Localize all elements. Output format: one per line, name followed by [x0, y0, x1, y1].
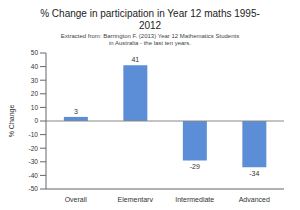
svg-text:% Change: % Change [8, 105, 16, 138]
svg-text:30: 30 [31, 77, 39, 84]
svg-text:Intermediate: Intermediate [175, 196, 214, 202]
svg-text:20: 20 [31, 90, 39, 97]
svg-text:-40: -40 [29, 172, 39, 179]
svg-text:41: 41 [131, 56, 139, 63]
svg-text:-50: -50 [29, 185, 39, 192]
svg-text:10: 10 [31, 104, 39, 111]
svg-text:-34: -34 [249, 170, 259, 177]
svg-text:50: 50 [31, 49, 39, 56]
svg-text:-30: -30 [29, 158, 39, 165]
svg-text:-10: -10 [29, 131, 39, 138]
svg-text:3: 3 [74, 108, 78, 115]
svg-text:Advanced: Advanced [239, 196, 270, 202]
html-text:Extracted from: Barrington F.: Extracted from: Barrington F. (2013) Yea… [60, 33, 240, 46]
svg-text:Overall: Overall [65, 196, 88, 202]
svg-text:-20: -20 [29, 145, 39, 152]
svg-text:-29: -29 [190, 163, 200, 170]
svg-text:0: 0 [34, 117, 38, 124]
svg-text:40: 40 [31, 63, 39, 70]
svg-text:Elementary: Elementary [118, 196, 154, 202]
html-text:% Change in participation in Y: % Change in participation in Year 12 mat… [40, 8, 260, 31]
